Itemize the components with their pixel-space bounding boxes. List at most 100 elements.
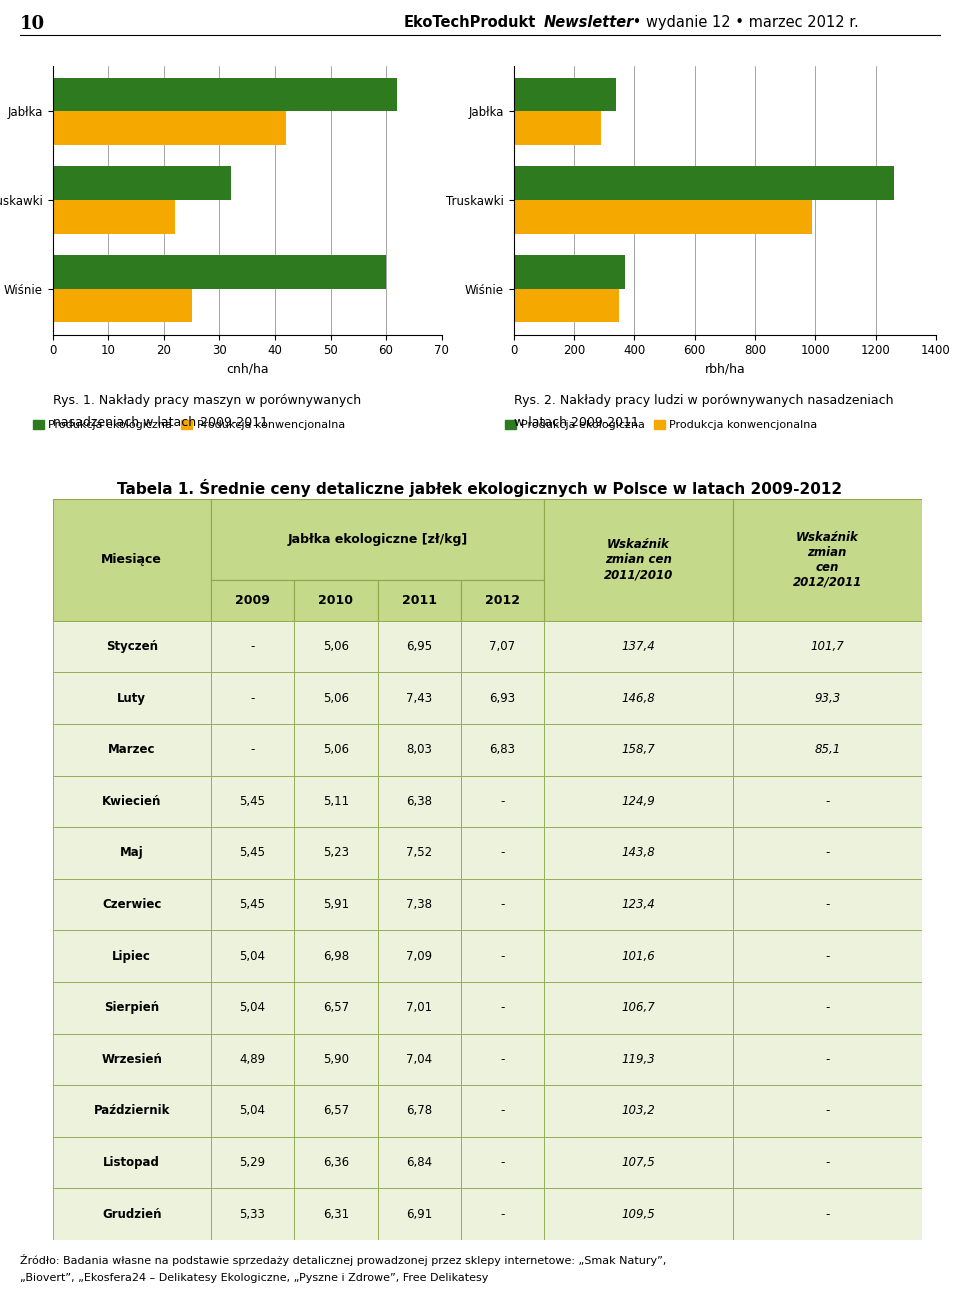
Legend: Produkcja ekologiczna, Produkcja konwencjonalna: Produkcja ekologiczna, Produkcja konwenc… xyxy=(29,416,349,434)
FancyBboxPatch shape xyxy=(211,1034,294,1085)
FancyBboxPatch shape xyxy=(53,775,211,827)
FancyBboxPatch shape xyxy=(732,879,922,930)
Text: 6,83: 6,83 xyxy=(490,744,516,756)
FancyBboxPatch shape xyxy=(294,580,377,621)
Text: 5,45: 5,45 xyxy=(239,846,266,859)
Text: 107,5: 107,5 xyxy=(622,1156,656,1169)
FancyBboxPatch shape xyxy=(544,827,732,879)
FancyBboxPatch shape xyxy=(53,930,211,981)
Text: 6,38: 6,38 xyxy=(406,795,432,808)
Text: 106,7: 106,7 xyxy=(622,1001,656,1014)
FancyBboxPatch shape xyxy=(377,930,461,981)
Text: Wskaźnik
zmian
cen
2012/2011: Wskaźnik zmian cen 2012/2011 xyxy=(793,531,862,589)
Text: 119,3: 119,3 xyxy=(622,1052,656,1065)
Text: 6,95: 6,95 xyxy=(406,640,432,653)
FancyBboxPatch shape xyxy=(211,621,294,673)
FancyBboxPatch shape xyxy=(294,621,377,673)
FancyBboxPatch shape xyxy=(732,827,922,879)
FancyBboxPatch shape xyxy=(544,1189,732,1240)
FancyBboxPatch shape xyxy=(53,879,211,930)
Text: -: - xyxy=(500,846,505,859)
FancyBboxPatch shape xyxy=(377,1189,461,1240)
Bar xyxy=(514,289,619,323)
FancyBboxPatch shape xyxy=(377,673,461,724)
Text: -: - xyxy=(826,1001,829,1014)
Text: 6,84: 6,84 xyxy=(406,1156,432,1169)
Text: 6,91: 6,91 xyxy=(406,1207,432,1220)
Text: 7,43: 7,43 xyxy=(406,691,432,705)
Text: 143,8: 143,8 xyxy=(622,846,656,859)
Text: 7,38: 7,38 xyxy=(406,899,432,911)
FancyBboxPatch shape xyxy=(377,1136,461,1189)
FancyBboxPatch shape xyxy=(544,499,732,621)
Text: 109,5: 109,5 xyxy=(622,1207,656,1220)
Text: 5,90: 5,90 xyxy=(323,1052,348,1065)
FancyBboxPatch shape xyxy=(732,930,922,981)
Text: -: - xyxy=(500,1156,505,1169)
Legend: Produkcja ekologiczna, Produkcja konwencjonalna: Produkcja ekologiczna, Produkcja konwenc… xyxy=(501,416,822,434)
FancyBboxPatch shape xyxy=(377,1034,461,1085)
Text: -: - xyxy=(826,950,829,963)
Text: -: - xyxy=(500,899,505,911)
FancyBboxPatch shape xyxy=(294,1085,377,1136)
FancyBboxPatch shape xyxy=(544,930,732,981)
Text: Newsletter: Newsletter xyxy=(543,14,634,30)
FancyBboxPatch shape xyxy=(461,1136,544,1189)
Text: 6,31: 6,31 xyxy=(323,1207,348,1220)
Text: Kwiecień: Kwiecień xyxy=(102,795,161,808)
Text: -: - xyxy=(500,1207,505,1220)
Text: -: - xyxy=(500,1105,505,1118)
FancyBboxPatch shape xyxy=(211,1189,294,1240)
FancyBboxPatch shape xyxy=(53,1085,211,1136)
FancyBboxPatch shape xyxy=(211,499,544,580)
Text: 6,36: 6,36 xyxy=(323,1156,348,1169)
FancyBboxPatch shape xyxy=(461,621,544,673)
FancyBboxPatch shape xyxy=(732,1085,922,1136)
Text: -: - xyxy=(251,640,254,653)
Text: 2010: 2010 xyxy=(319,594,353,607)
FancyBboxPatch shape xyxy=(53,827,211,879)
Text: Rys. 1. Nakłady pracy maszyn w porównywanych: Rys. 1. Nakłady pracy maszyn w porównywa… xyxy=(53,394,361,407)
FancyBboxPatch shape xyxy=(461,879,544,930)
FancyBboxPatch shape xyxy=(732,1189,922,1240)
Text: -: - xyxy=(251,691,254,705)
FancyBboxPatch shape xyxy=(544,1085,732,1136)
FancyBboxPatch shape xyxy=(294,775,377,827)
Text: 5,04: 5,04 xyxy=(239,1001,266,1014)
Bar xyxy=(53,289,192,323)
Text: 2012: 2012 xyxy=(485,594,520,607)
Text: Marzec: Marzec xyxy=(108,744,156,756)
FancyBboxPatch shape xyxy=(294,724,377,775)
FancyBboxPatch shape xyxy=(294,981,377,1034)
Text: 5,23: 5,23 xyxy=(323,846,348,859)
Text: 4,89: 4,89 xyxy=(239,1052,266,1065)
FancyBboxPatch shape xyxy=(53,1189,211,1240)
Text: 6,57: 6,57 xyxy=(323,1001,348,1014)
Text: 5,06: 5,06 xyxy=(323,691,348,705)
FancyBboxPatch shape xyxy=(732,1034,922,1085)
FancyBboxPatch shape xyxy=(377,1085,461,1136)
Text: Czerwiec: Czerwiec xyxy=(102,899,161,911)
Text: 6,57: 6,57 xyxy=(323,1105,348,1118)
FancyBboxPatch shape xyxy=(53,1034,211,1085)
FancyBboxPatch shape xyxy=(377,981,461,1034)
X-axis label: rbh/ha: rbh/ha xyxy=(705,363,745,375)
Bar xyxy=(53,201,175,234)
FancyBboxPatch shape xyxy=(377,879,461,930)
FancyBboxPatch shape xyxy=(211,724,294,775)
FancyBboxPatch shape xyxy=(461,1189,544,1240)
Text: Październik: Październik xyxy=(93,1105,170,1118)
FancyBboxPatch shape xyxy=(461,1085,544,1136)
Text: 5,11: 5,11 xyxy=(323,795,348,808)
Text: -: - xyxy=(826,1052,829,1065)
FancyBboxPatch shape xyxy=(544,1136,732,1189)
Text: -: - xyxy=(500,1052,505,1065)
FancyBboxPatch shape xyxy=(294,1136,377,1189)
Text: 7,09: 7,09 xyxy=(406,950,432,963)
Text: -: - xyxy=(500,1001,505,1014)
FancyBboxPatch shape xyxy=(53,981,211,1034)
Bar xyxy=(53,77,397,112)
FancyBboxPatch shape xyxy=(294,1034,377,1085)
FancyBboxPatch shape xyxy=(461,930,544,981)
Text: 123,4: 123,4 xyxy=(622,899,656,911)
